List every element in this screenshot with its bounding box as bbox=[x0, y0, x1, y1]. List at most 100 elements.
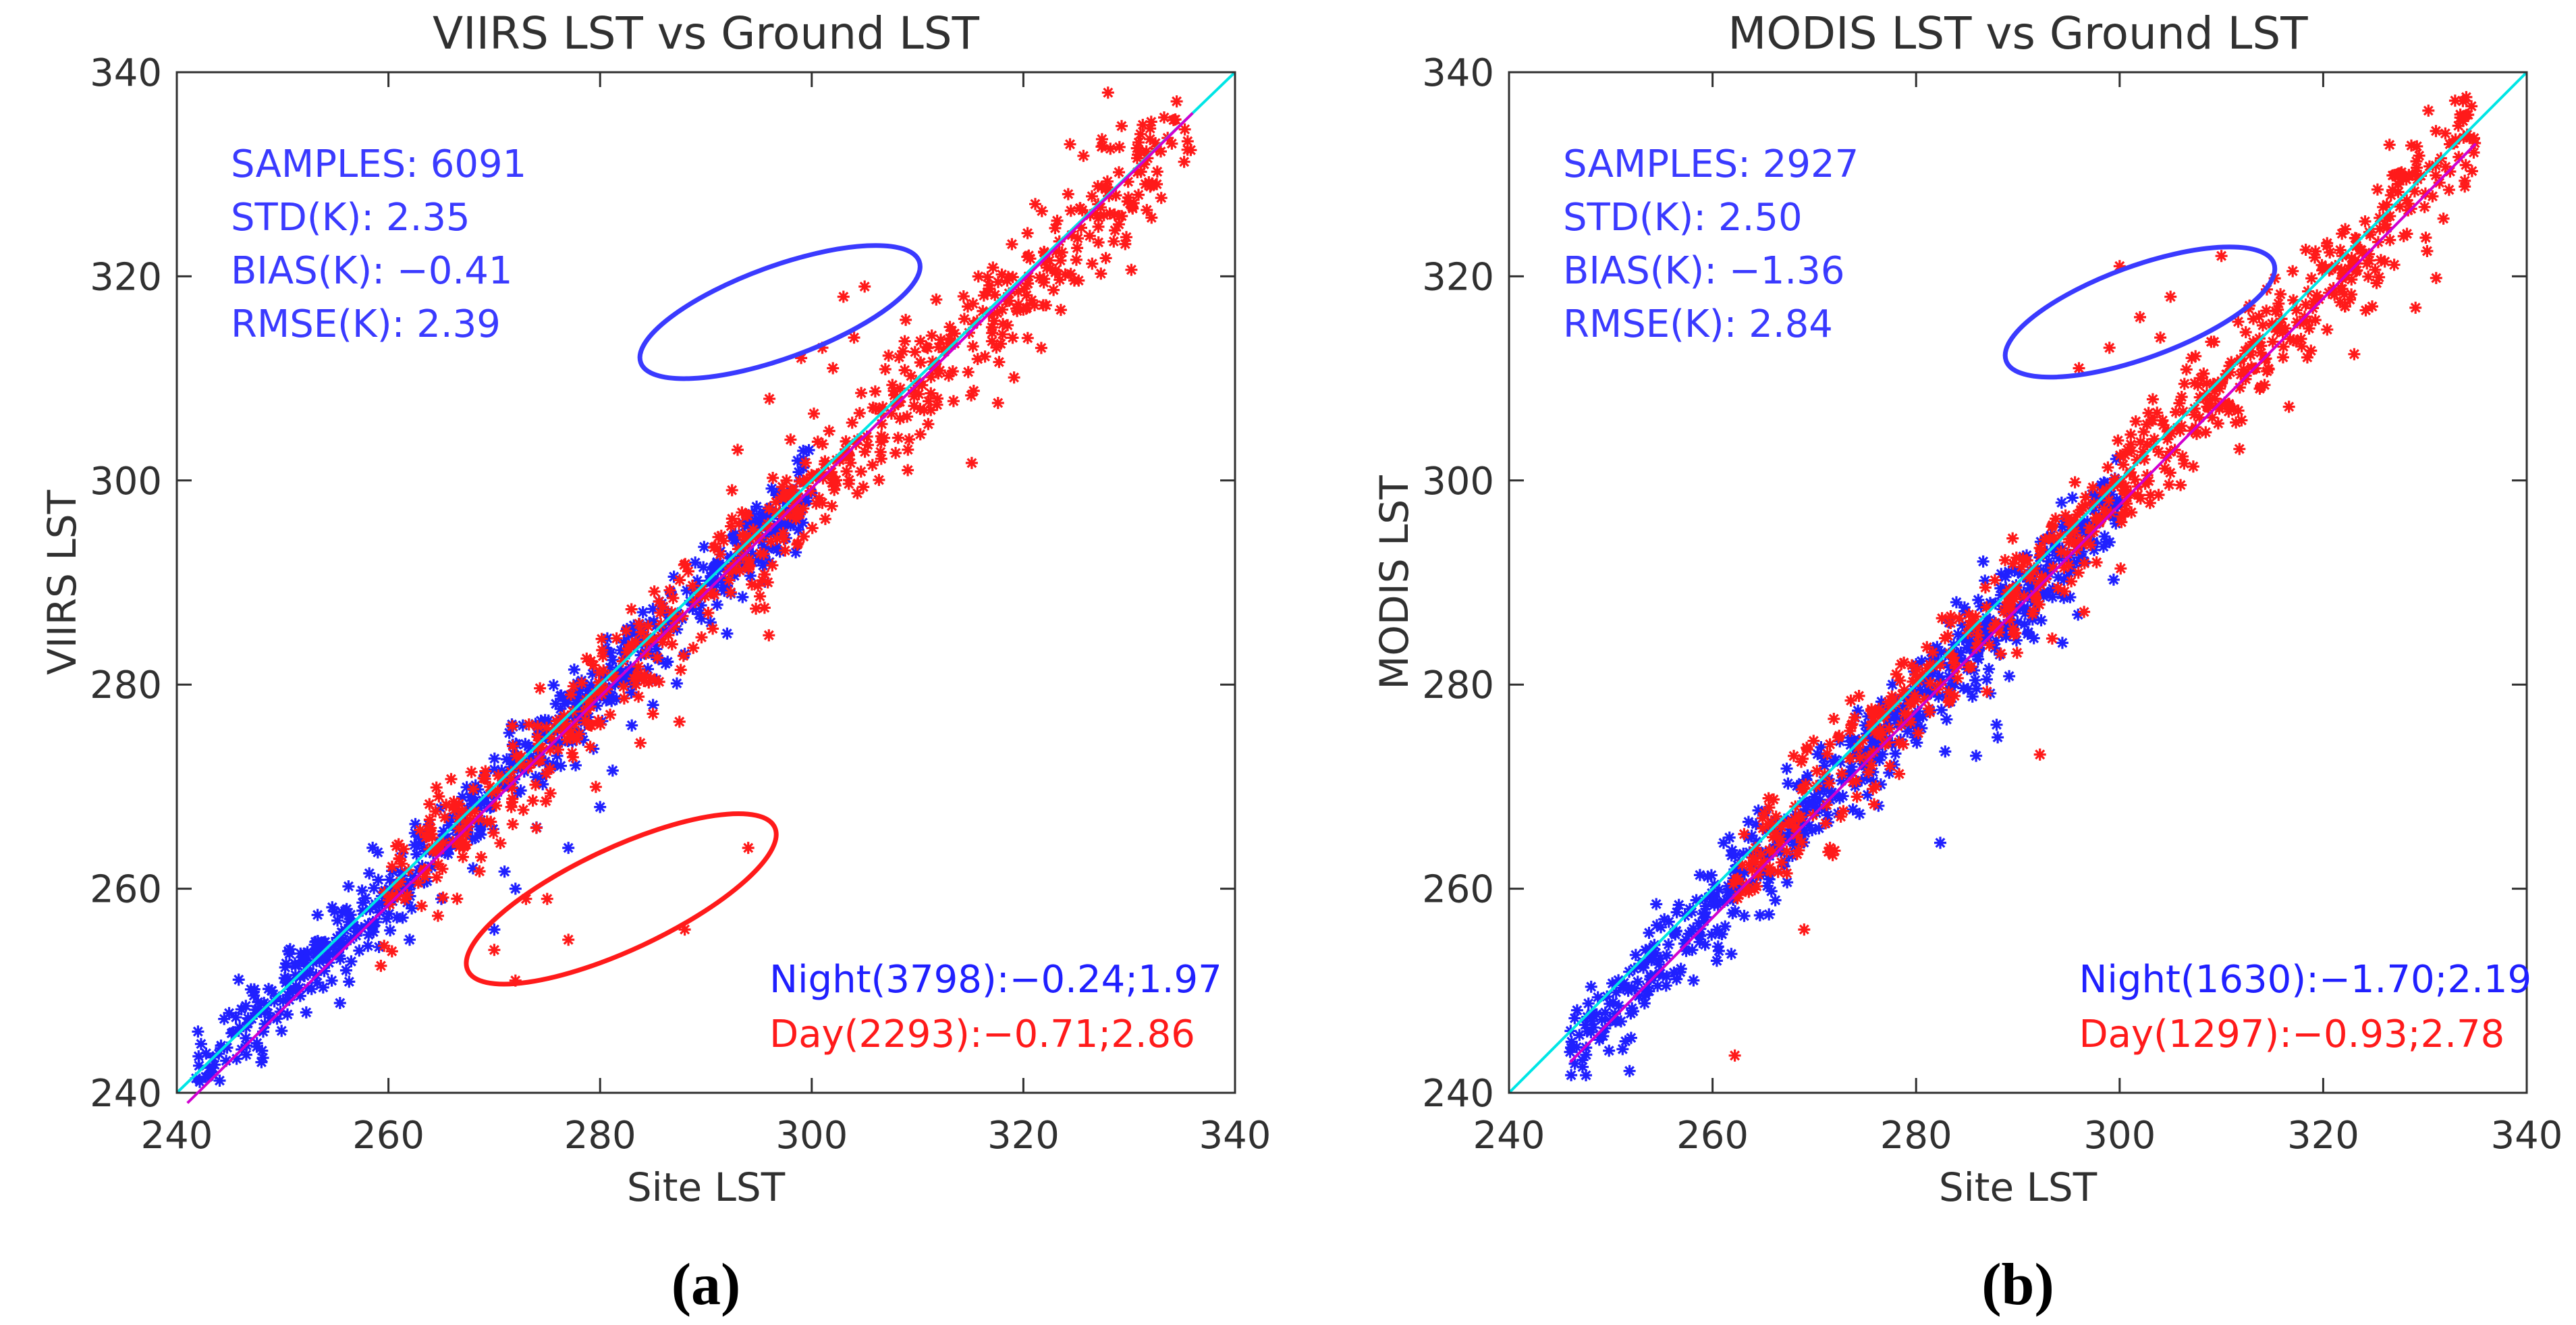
marker-day bbox=[1892, 736, 1905, 749]
marker-night bbox=[1892, 706, 1904, 719]
marker-night bbox=[353, 944, 366, 957]
marker-day bbox=[1826, 848, 1839, 861]
marker-day bbox=[2233, 381, 2246, 394]
marker-day bbox=[2000, 600, 2012, 613]
marker-night bbox=[309, 936, 322, 948]
marker-night bbox=[1766, 820, 1779, 833]
marker-night bbox=[499, 779, 512, 792]
marker-day bbox=[517, 803, 530, 816]
marker-day bbox=[515, 750, 528, 763]
marker-day bbox=[559, 722, 572, 734]
marker-day bbox=[1749, 842, 1762, 855]
marker-day bbox=[2164, 290, 2177, 303]
marker-day bbox=[1850, 775, 1863, 787]
marker-day bbox=[935, 333, 947, 346]
highlight-ellipses bbox=[2002, 244, 2278, 380]
marker-day bbox=[2344, 293, 2356, 306]
highlight-ellipse bbox=[637, 243, 923, 381]
marker-night bbox=[1818, 783, 1831, 796]
legend-night: Night(1630):−1.70;2.19 bbox=[2079, 958, 2531, 1002]
marker-day bbox=[2411, 140, 2423, 153]
marker-night bbox=[650, 643, 663, 655]
caption-letter: b bbox=[2002, 1252, 2035, 1318]
marker-night bbox=[744, 570, 757, 582]
marker-day bbox=[642, 620, 655, 632]
panel-caption: (a) bbox=[672, 1252, 741, 1318]
marker-day bbox=[678, 558, 690, 571]
marker-night bbox=[315, 944, 328, 956]
marker-day bbox=[2301, 351, 2313, 364]
marker-day bbox=[2099, 510, 2112, 522]
marker-night bbox=[1658, 913, 1671, 925]
marker-day bbox=[1001, 295, 1013, 308]
marker-day bbox=[1112, 218, 1125, 231]
marker-day bbox=[2108, 477, 2121, 489]
y-tick-label: 280 bbox=[90, 664, 162, 707]
marker-day bbox=[1029, 198, 1041, 211]
marker-night bbox=[1737, 847, 1750, 860]
marker-day bbox=[1043, 254, 1056, 267]
marker-night bbox=[594, 801, 607, 813]
marker-day bbox=[1739, 884, 1752, 897]
marker-day bbox=[1092, 236, 1105, 249]
marker-day bbox=[2277, 340, 2290, 353]
marker-night bbox=[498, 865, 511, 878]
marker-day bbox=[1020, 289, 1033, 302]
marker-day bbox=[1863, 750, 1875, 763]
marker-day bbox=[2366, 300, 2378, 313]
marker-night bbox=[439, 846, 451, 859]
marker-night bbox=[467, 862, 479, 875]
marker-day bbox=[972, 270, 985, 283]
marker-day bbox=[543, 763, 556, 776]
marker-day bbox=[733, 517, 745, 530]
marker-day bbox=[2448, 94, 2461, 107]
marker-night bbox=[1708, 898, 1721, 911]
marker-day bbox=[1758, 807, 1771, 819]
marker-night bbox=[329, 937, 342, 950]
marker-night bbox=[311, 976, 324, 989]
marker-night bbox=[535, 714, 547, 727]
marker-day bbox=[1136, 119, 1149, 131]
marker-night bbox=[1580, 1069, 1592, 1081]
marker-day bbox=[638, 668, 651, 681]
marker-day bbox=[2243, 340, 2256, 353]
marker-day bbox=[632, 660, 645, 673]
marker-day bbox=[529, 778, 542, 791]
marker-day bbox=[2305, 272, 2318, 285]
marker-day bbox=[2460, 109, 2473, 121]
marker-day bbox=[810, 497, 823, 510]
marker-night bbox=[1962, 682, 1975, 695]
marker-night bbox=[495, 764, 508, 777]
marker-day bbox=[507, 740, 519, 753]
marker-night bbox=[609, 678, 622, 691]
marker-night bbox=[1612, 974, 1625, 987]
marker-night bbox=[1844, 738, 1857, 751]
marker-night bbox=[2019, 607, 2031, 620]
marker-day bbox=[433, 790, 445, 803]
marker-day bbox=[1792, 844, 1805, 857]
marker-day bbox=[1095, 140, 1108, 153]
marker-night bbox=[1585, 1007, 1598, 1020]
marker-night bbox=[1712, 944, 1725, 957]
marker-night bbox=[1643, 927, 1655, 939]
marker-day bbox=[2083, 521, 2095, 534]
marker-night bbox=[539, 755, 551, 768]
marker-night bbox=[1971, 650, 1983, 663]
marker-day bbox=[2295, 340, 2308, 353]
marker-day bbox=[2309, 245, 2322, 258]
marker-day bbox=[2284, 333, 2297, 346]
marker-night bbox=[2046, 591, 2059, 603]
marker-night bbox=[1708, 878, 1721, 891]
marker-day bbox=[674, 664, 687, 676]
marker-night bbox=[1846, 803, 1859, 816]
marker-night bbox=[396, 911, 409, 924]
marker-night bbox=[1852, 704, 1865, 717]
marker-night bbox=[1874, 778, 1887, 791]
marker-night bbox=[1624, 1031, 1637, 1044]
marker-day bbox=[1075, 221, 1087, 234]
marker-day bbox=[2460, 90, 2473, 103]
marker-day bbox=[506, 818, 519, 830]
marker-day bbox=[873, 474, 885, 486]
marker-night bbox=[225, 1027, 238, 1039]
marker-day bbox=[1037, 299, 1049, 312]
